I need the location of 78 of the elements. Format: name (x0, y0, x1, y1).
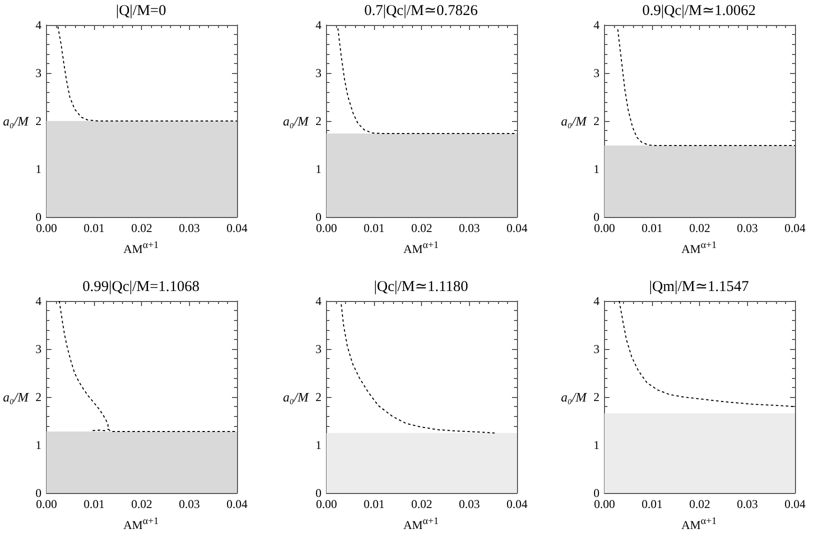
y-tick-label: 1 (315, 162, 322, 176)
x-tick-label: 0.02 (689, 221, 710, 235)
y-axis-title: a₀/M (560, 390, 588, 404)
y-tick-label: 3 (315, 66, 322, 80)
x-tick-label: 0.03 (178, 221, 200, 235)
x-tick-label: 0.01 (364, 497, 385, 511)
y-tick-label: 2 (35, 390, 42, 404)
y-tick-label: 2 (593, 390, 600, 404)
x-tick-label: 0.02 (411, 497, 432, 511)
y-tick-label: 4 (35, 18, 42, 32)
x-tick-label: 0.04 (784, 221, 806, 235)
y-tick-label: 1 (593, 162, 600, 176)
y-tick-label: 2 (315, 390, 322, 404)
y-tick-label: 0 (315, 210, 322, 224)
y-tick-label: 2 (315, 114, 322, 128)
y-tick-label: 4 (315, 294, 322, 308)
y-axis-title: a₀/M (2, 114, 30, 128)
x-tick-label: 0.04 (506, 497, 528, 511)
x-axis-title: AM$^{α+1}$ (122, 515, 160, 533)
x-axis-title: AM$^{α+1}$ (402, 515, 440, 533)
chart-title: |Q|/M=0 (116, 3, 166, 19)
y-axis-title: a₀/M (282, 114, 310, 128)
y-tick-label: 1 (35, 162, 42, 176)
y-axis-title: a₀/M (560, 114, 588, 128)
x-tick-label: 0.02 (411, 221, 432, 235)
chart-title: |Qm|/M≃1.1547 (649, 279, 750, 295)
y-tick-label: 0 (593, 486, 600, 500)
y-tick-label: 0 (593, 210, 600, 224)
x-tick-label: 0.01 (642, 221, 663, 235)
y-tick-label: 4 (315, 18, 322, 32)
x-tick-label: 0.00 (594, 497, 615, 511)
y-tick-label: 0 (35, 210, 42, 224)
x-tick-label: 0.00 (316, 221, 337, 235)
x-tick-label: 0.03 (458, 221, 480, 235)
chart-title: 0.99|Qc|/M=1.1068 (82, 279, 200, 295)
x-tick-label: 0.04 (226, 497, 248, 511)
y-tick-label: 3 (315, 342, 322, 356)
y-tick-label: 2 (35, 114, 42, 128)
x-axis-title: AM$^{α+1}$ (680, 239, 718, 257)
y-tick-label: 4 (593, 18, 600, 32)
x-tick-label: 0.00 (594, 221, 615, 235)
chart-title: |Qc|/M≃1.1180 (374, 279, 468, 295)
x-tick-label: 0.03 (736, 221, 758, 235)
y-tick-label: 3 (593, 342, 600, 356)
y-axis-title: a₀/M (2, 390, 30, 404)
y-tick-label: 0 (315, 486, 322, 500)
chart-title: 0.7|Qc|/M≃0.7826 (364, 3, 478, 19)
x-tick-label: 0.01 (364, 221, 385, 235)
y-tick-label: 2 (593, 114, 600, 128)
chart-title: 0.9|Qc|/M≃1.0062 (642, 3, 756, 19)
x-tick-label: 0.01 (642, 497, 663, 511)
x-tick-label: 0.01 (84, 221, 105, 235)
y-tick-label: 4 (35, 294, 42, 308)
x-tick-label: 0.02 (131, 497, 152, 511)
x-tick-label: 0.03 (736, 497, 758, 511)
y-tick-label: 1 (315, 438, 322, 452)
y-tick-label: 4 (593, 294, 600, 308)
y-tick-label: 1 (35, 438, 42, 452)
y-tick-label: 1 (593, 438, 600, 452)
y-tick-label: 3 (35, 66, 42, 80)
x-tick-label: 0.03 (178, 497, 200, 511)
x-tick-label: 0.00 (36, 221, 57, 235)
x-axis-title: AM$^{α+1}$ (680, 515, 718, 533)
x-tick-label: 0.04 (784, 497, 806, 511)
y-tick-label: 3 (35, 342, 42, 356)
x-tick-label: 0.03 (458, 497, 480, 511)
x-tick-label: 0.00 (36, 497, 57, 511)
x-axis-title: AM$^{α+1}$ (122, 239, 160, 257)
y-tick-label: 3 (593, 66, 600, 80)
x-axis-title: AM$^{α+1}$ (402, 239, 440, 257)
x-tick-label: 0.01 (84, 497, 105, 511)
x-tick-label: 0.02 (689, 497, 710, 511)
x-tick-label: 0.02 (131, 221, 152, 235)
y-axis-title: a₀/M (282, 390, 310, 404)
x-tick-label: 0.04 (226, 221, 248, 235)
x-tick-label: 0.00 (316, 497, 337, 511)
y-tick-label: 0 (35, 486, 42, 500)
x-tick-label: 0.04 (506, 221, 528, 235)
